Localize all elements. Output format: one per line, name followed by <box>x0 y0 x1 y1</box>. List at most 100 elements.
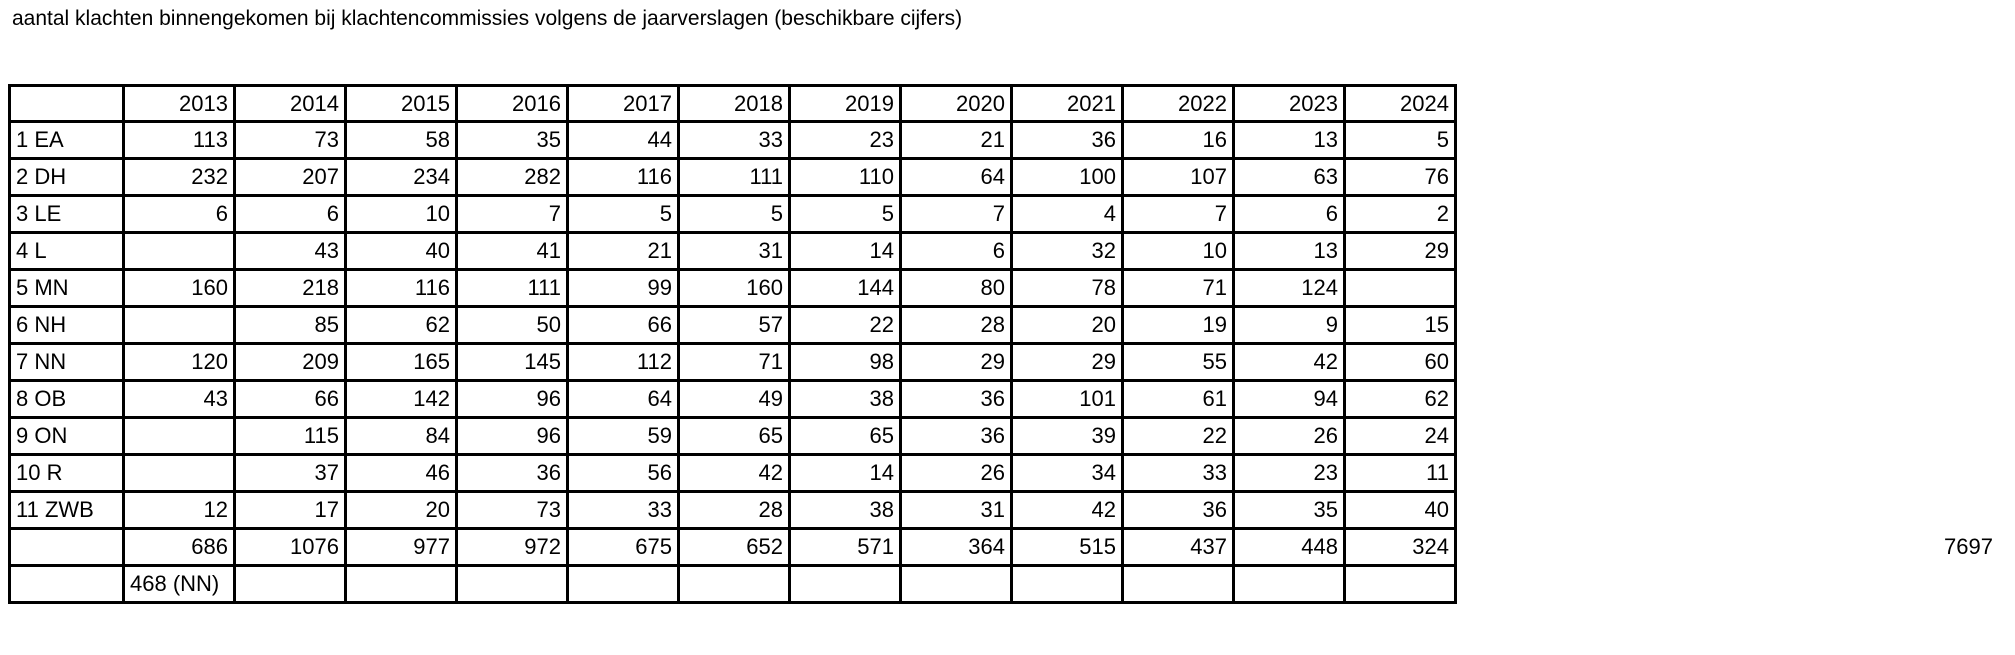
value-cell: 66 <box>566 305 680 345</box>
value-cell: 100 <box>1010 157 1124 197</box>
value-cell: 14 <box>788 453 902 493</box>
value-cell <box>122 231 236 271</box>
value-cell: 17 <box>233 490 347 530</box>
value-cell: 41 <box>455 231 569 271</box>
row-label: 8 OB <box>8 379 125 419</box>
value-cell: 14 <box>788 231 902 271</box>
table-row: 3 LE 6 6 10 7 5 5 5 7 4 7 6 2 <box>8 194 2009 234</box>
value-cell: 101 <box>1010 379 1124 419</box>
value-cell: 65 <box>788 416 902 456</box>
table-row: 6 NH 85 62 50 66 57 22 28 20 19 9 15 <box>8 305 2009 345</box>
note-cell <box>1232 564 1346 604</box>
value-cell: 22 <box>1121 416 1235 456</box>
note-row: 468 (NN) <box>8 564 2009 604</box>
value-cell: 40 <box>1343 490 1457 530</box>
value-cell: 116 <box>566 157 680 197</box>
value-cell: 78 <box>1010 268 1124 308</box>
value-cell: 58 <box>344 120 458 160</box>
note-cell <box>1010 564 1124 604</box>
value-cell: 71 <box>1121 268 1235 308</box>
value-cell: 64 <box>566 379 680 419</box>
row-label: 3 LE <box>8 194 125 234</box>
value-cell: 5 <box>566 194 680 234</box>
totals-cell: 977 <box>344 527 458 567</box>
value-cell: 26 <box>899 453 1013 493</box>
totals-cell: 652 <box>677 527 791 567</box>
value-cell: 29 <box>1343 231 1457 271</box>
value-cell: 19 <box>1121 305 1235 345</box>
value-cell: 232 <box>122 157 236 197</box>
value-cell: 207 <box>233 157 347 197</box>
totals-cell: 515 <box>1010 527 1124 567</box>
value-cell: 42 <box>1010 490 1124 530</box>
value-cell: 33 <box>1121 453 1235 493</box>
value-cell: 66 <box>233 379 347 419</box>
value-cell: 62 <box>344 305 458 345</box>
value-cell: 10 <box>344 194 458 234</box>
value-cell: 55 <box>1121 342 1235 382</box>
value-cell: 39 <box>1010 416 1124 456</box>
value-cell: 36 <box>899 416 1013 456</box>
value-cell: 160 <box>677 268 791 308</box>
value-cell: 124 <box>1232 268 1346 308</box>
page-title: aantal klachten binnengekomen bij klacht… <box>12 7 963 30</box>
year-header-2016: 2016 <box>455 84 569 123</box>
value-cell: 6 <box>233 194 347 234</box>
totals-cell: 448 <box>1232 527 1346 567</box>
totals-cell: 571 <box>788 527 902 567</box>
totals-cell: 972 <box>455 527 569 567</box>
value-cell: 21 <box>566 231 680 271</box>
value-cell: 7 <box>899 194 1013 234</box>
table-row: 10 R 37 46 36 56 42 14 26 34 33 23 11 <box>8 453 2009 493</box>
value-cell: 96 <box>455 416 569 456</box>
value-cell: 60 <box>1343 342 1457 382</box>
value-cell: 234 <box>344 157 458 197</box>
value-cell: 144 <box>788 268 902 308</box>
value-cell <box>1343 268 1457 308</box>
value-cell: 23 <box>1232 453 1346 493</box>
totals-cell: 437 <box>1121 527 1235 567</box>
value-cell: 36 <box>1121 490 1235 530</box>
value-cell: 73 <box>455 490 569 530</box>
value-cell: 33 <box>566 490 680 530</box>
value-cell: 32 <box>1010 231 1124 271</box>
value-cell: 33 <box>677 120 791 160</box>
year-header-2020: 2020 <box>899 84 1013 123</box>
year-header-2013: 2013 <box>122 84 236 123</box>
note-cell <box>233 564 347 604</box>
value-cell: 71 <box>677 342 791 382</box>
value-cell: 29 <box>899 342 1013 382</box>
year-header-2018: 2018 <box>677 84 791 123</box>
totals-row: 686 1076 977 972 675 652 571 364 515 437 448 324 769… <box>8 527 2009 567</box>
value-cell: 84 <box>344 416 458 456</box>
value-cell: 20 <box>1010 305 1124 345</box>
value-cell: 64 <box>899 157 1013 197</box>
value-cell: 59 <box>566 416 680 456</box>
table-row: 5 MN 160 218 116 111 99 160 144 80 78 71 124 <box>8 268 2009 308</box>
value-cell: 209 <box>233 342 347 382</box>
value-cell: 15 <box>1343 305 1457 345</box>
value-cell: 49 <box>677 379 791 419</box>
value-cell: 94 <box>1232 379 1346 419</box>
value-cell: 46 <box>344 453 458 493</box>
value-cell: 160 <box>122 268 236 308</box>
totals-cell: 324 <box>1343 527 1457 567</box>
table-row: 1 EA 113 73 58 35 44 33 23 21 36 16 13 5 <box>8 120 2009 160</box>
value-cell: 22 <box>788 305 902 345</box>
value-cell: 13 <box>1232 231 1346 271</box>
year-header-2017: 2017 <box>566 84 680 123</box>
year-header-2024: 2024 <box>1343 84 1457 123</box>
value-cell: 31 <box>899 490 1013 530</box>
note-cell <box>788 564 902 604</box>
complaints-table: 2013 2014 2015 2016 2017 2018 2019 2020 2021 2022… <box>8 84 2010 604</box>
value-cell: 73 <box>233 120 347 160</box>
value-cell: 165 <box>344 342 458 382</box>
value-cell: 36 <box>1010 120 1124 160</box>
value-cell: 20 <box>344 490 458 530</box>
year-header-2021: 2021 <box>1010 84 1124 123</box>
value-cell: 85 <box>233 305 347 345</box>
year-header-2023: 2023 <box>1232 84 1346 123</box>
note-cell <box>1343 564 1457 604</box>
value-cell: 145 <box>455 342 569 382</box>
year-header-2019: 2019 <box>788 84 902 123</box>
